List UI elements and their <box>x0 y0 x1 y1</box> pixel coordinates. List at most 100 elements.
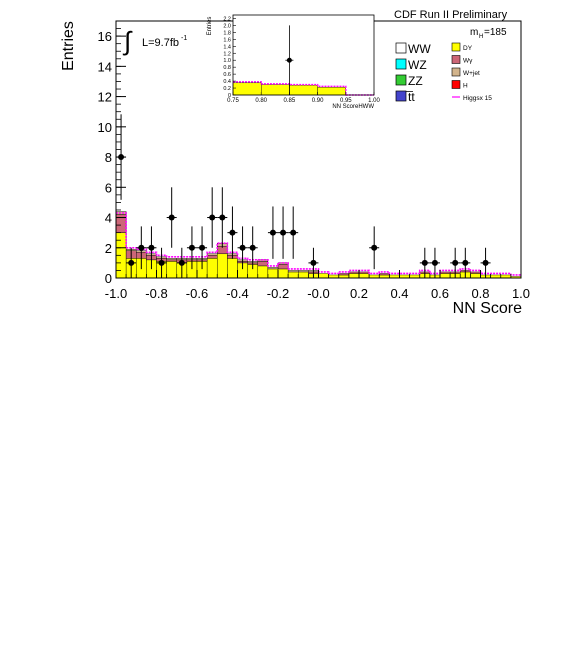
inset-bar-3 <box>317 87 347 96</box>
data-point-21 <box>452 259 459 266</box>
x-tick-label-6: 0.2 <box>350 286 368 301</box>
bar-w-16 <box>277 264 289 270</box>
data-point-3 <box>148 244 155 251</box>
inset-y-axis: 00.20.40.60.81.01.21.41.61.82.02.2 <box>223 16 236 99</box>
bar-dy-35 <box>470 273 481 279</box>
x-tick-label-7: 0.4 <box>390 286 408 301</box>
y-tick-label-2: 4 <box>105 211 112 226</box>
data-point-14 <box>269 229 276 236</box>
bar-dy-9 <box>206 258 218 279</box>
inset-x-tick-label-0: 0.75 <box>227 98 239 104</box>
legend: m H =185 WW WZ ZZ t̅t DY Wγ W+jet H Higgsx 15 <box>392 27 507 104</box>
data-point-17 <box>310 259 317 266</box>
data-point-4 <box>158 259 165 266</box>
legend-r-label-4: Higgsx 15 <box>463 95 492 102</box>
data-point-10 <box>219 214 226 221</box>
chart-title: CDF Run II Preliminary <box>394 9 508 21</box>
bar-dy-5 <box>166 261 177 279</box>
bar-w-22 <box>338 273 350 276</box>
legend-swatch-1 <box>395 58 407 70</box>
data-point-2 <box>138 244 145 251</box>
inset-y-tick-label-7: 1.4 <box>223 44 231 50</box>
legend-swatch-0 <box>395 42 407 54</box>
legend-left-column: WW WZ ZZ t̅t <box>395 42 431 104</box>
y-tick-label-0: 0 <box>105 271 112 286</box>
inset-higgs-line <box>233 81 374 96</box>
bar-w-9 <box>206 255 218 259</box>
data-point-16 <box>290 229 297 236</box>
inset-plot: 0.75 0.80 0.85 0.90 0.95 1.00 00.20.40.60.81.… <box>207 14 380 110</box>
data-point-22 <box>462 259 469 266</box>
bar-dy-32 <box>439 273 451 279</box>
bar-dy-20 <box>318 273 329 279</box>
bar-dy-18 <box>298 271 309 279</box>
bar-dy-24 <box>358 273 370 279</box>
bar-w-32 <box>439 271 451 274</box>
bar-w-5 <box>166 259 177 262</box>
data-point-8 <box>199 244 206 251</box>
data-point-9 <box>209 214 216 221</box>
inset-y-tick-label-5: 1.0 <box>223 58 231 64</box>
bar-dy-15 <box>267 268 279 279</box>
data-point-13 <box>249 244 256 251</box>
y-axis-label: Entries <box>60 21 77 71</box>
bar-w-26 <box>379 273 390 276</box>
x-axis-label: NN Score <box>453 300 522 317</box>
inset-frame <box>232 14 375 96</box>
y-tick-label-7: 14 <box>98 59 112 74</box>
legend-label-3: t̅t <box>406 90 416 104</box>
mass-value: =185 <box>484 27 507 38</box>
luminosity-label: L=9.7fb <box>142 37 179 49</box>
x-tick-label-10: 1.0 <box>512 286 530 301</box>
bar-wjet-5 <box>166 258 177 261</box>
x-tick-label-9: 0.8 <box>471 286 489 301</box>
y-tick-label-1: 2 <box>105 241 112 256</box>
inset-y-tick-label-2: 0.4 <box>223 79 231 85</box>
inset-y-tick-label-11: 2.2 <box>223 16 231 22</box>
legend-label-1: WZ <box>408 58 427 72</box>
inset-y-tick-label-10: 2.0 <box>223 23 231 29</box>
bar-wjet-15 <box>267 267 279 270</box>
x-tick-label-0: -1.0 <box>105 286 127 301</box>
data-point-11 <box>229 229 236 236</box>
bar-w-14 <box>257 261 269 267</box>
inset-x-tick-label-4: 0.95 <box>340 98 352 104</box>
bar-w-24 <box>358 271 370 274</box>
data-point-1 <box>128 259 135 266</box>
legend-r-swatch-3 <box>451 80 461 89</box>
bar-dy-23 <box>348 273 360 279</box>
legend-r-label-1: Wγ <box>463 58 473 65</box>
legend-r-label-2: W+jet <box>463 70 480 77</box>
inset-x-axis: 0.75 0.80 0.85 0.90 0.95 1.00 <box>227 92 380 104</box>
x-tick-label-2: -0.6 <box>186 286 208 301</box>
bar-wjet-17 <box>287 270 299 273</box>
x-tick-label-1: -0.8 <box>145 286 167 301</box>
y-tick-label-5: 10 <box>98 120 112 135</box>
x-tick-label-3: -0.4 <box>226 286 248 301</box>
bar-dy-14 <box>257 265 269 279</box>
x-axis: -1.0 -0.8 -0.6 -0.4 -0.2 -0.0 0.2 0.4 0.6 0.8 1.0 <box>105 270 530 301</box>
x-tick-label-4: -0.2 <box>267 286 289 301</box>
x-tick-label-8: 0.6 <box>431 286 449 301</box>
inset-y-tick-label-0: 0 <box>228 93 231 99</box>
bar-dy-10 <box>217 253 228 279</box>
legend-swatch-2 <box>395 74 407 86</box>
data-point-12 <box>239 244 246 251</box>
data-point-5 <box>168 214 175 221</box>
legend-swatch-3 <box>395 90 407 102</box>
inset-x-tick-label-1: 0.80 <box>255 98 267 104</box>
higgs-signal-overlay <box>116 212 521 276</box>
bar-w-23 <box>348 271 360 274</box>
data-point-6 <box>178 259 185 266</box>
bar-dy-16 <box>277 268 289 279</box>
inset-bar-0 <box>232 82 262 96</box>
legend-right-column: DY Wγ W+jet H Higgsx 15 <box>451 42 492 102</box>
luminosity-exponent: -1 <box>181 35 187 42</box>
legend-label-0: WW <box>408 42 431 56</box>
inset-background <box>233 15 374 95</box>
inset-higgs-overlay <box>233 81 374 96</box>
data-point-7 <box>188 244 195 251</box>
inset-x-tick-label-2: 0.85 <box>284 98 296 104</box>
inset-data-point-0 <box>286 57 292 63</box>
